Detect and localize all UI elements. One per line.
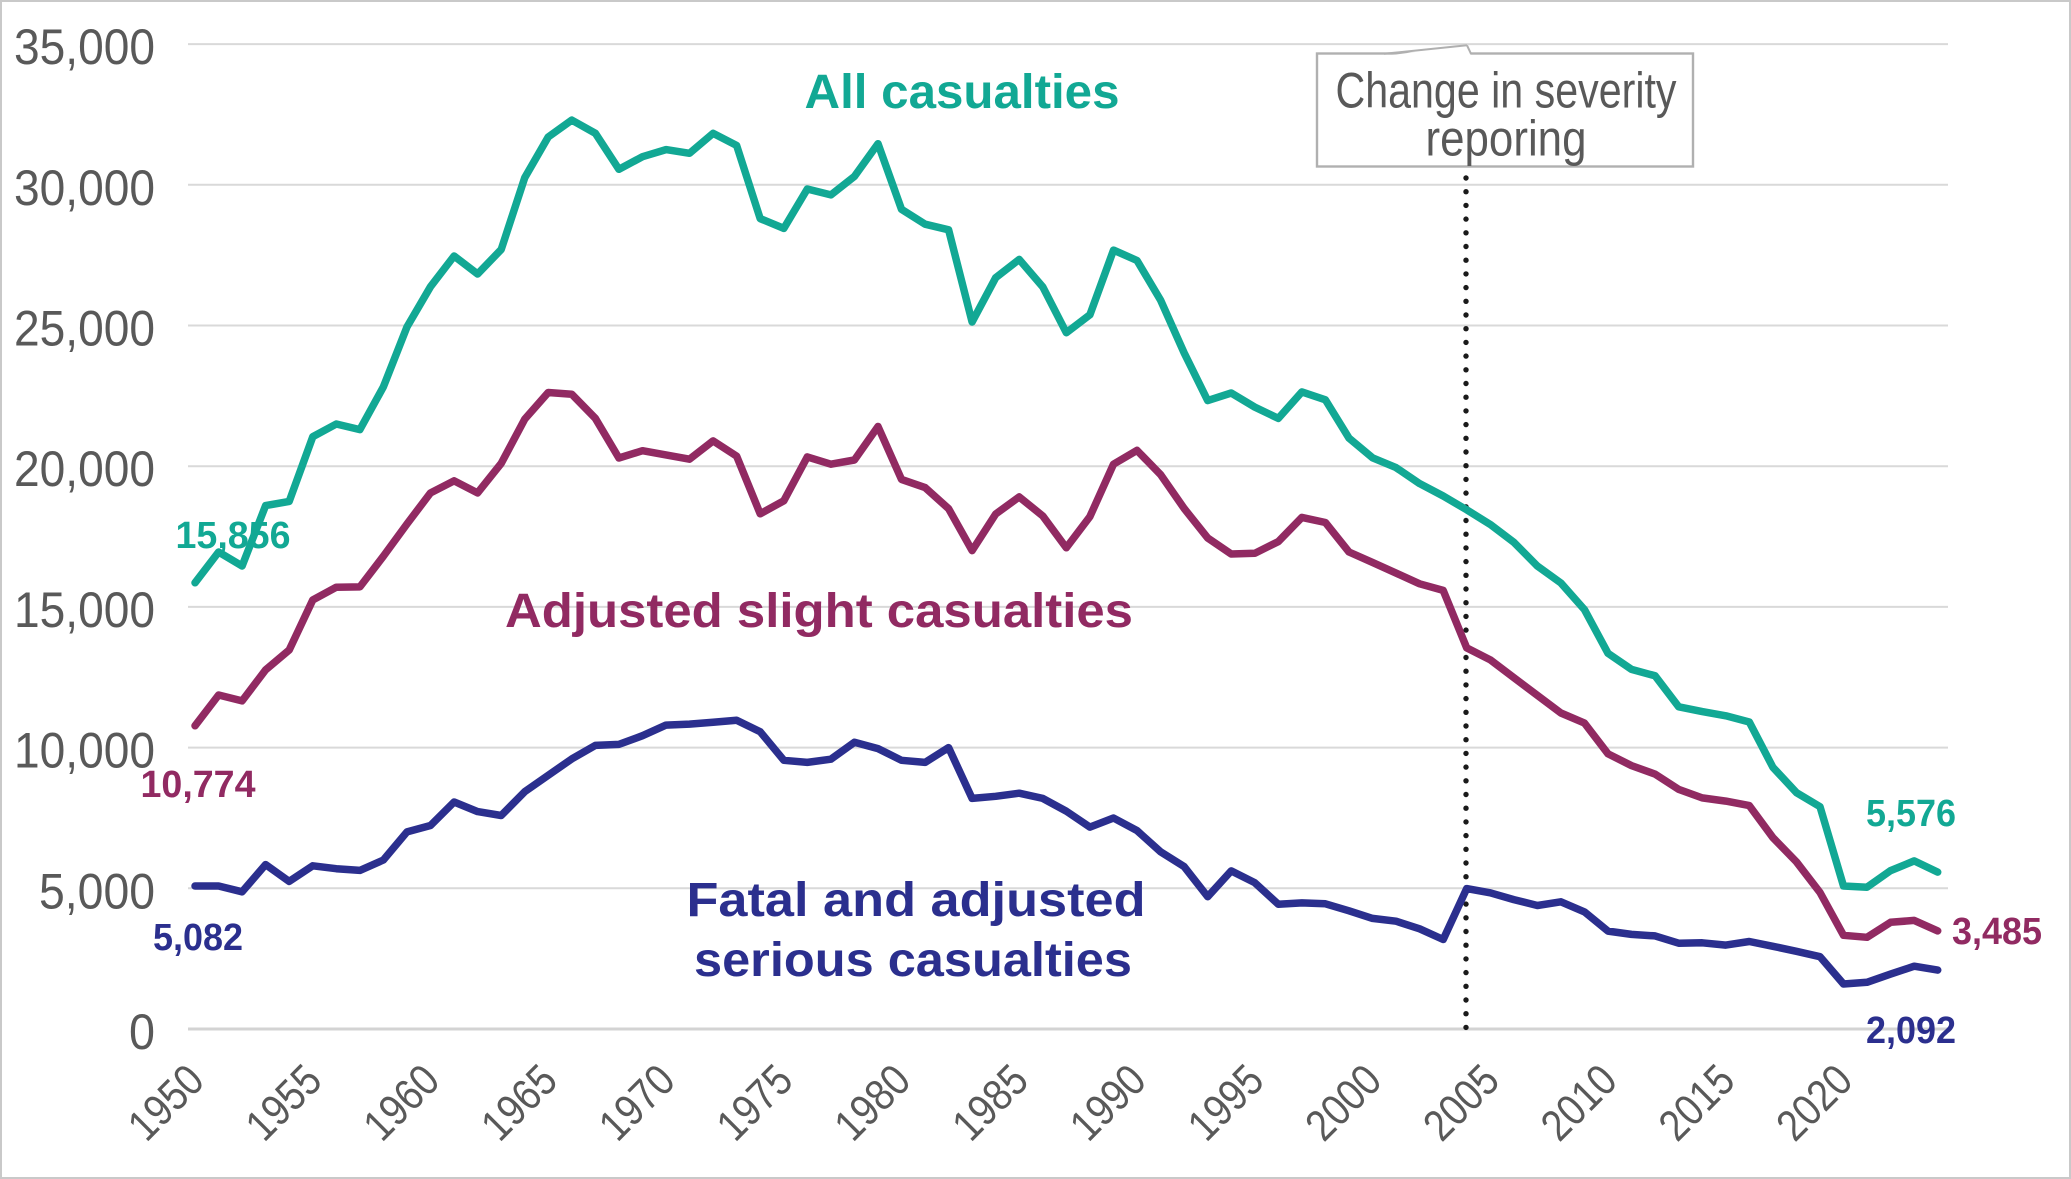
svg-text:20,000: 20,000 — [14, 441, 155, 497]
svg-text:reporing: reporing — [1426, 111, 1587, 167]
svg-text:0: 0 — [129, 1004, 155, 1060]
svg-text:5,576: 5,576 — [1866, 793, 1956, 835]
svg-text:15,856: 15,856 — [176, 515, 291, 557]
svg-text:15,000: 15,000 — [14, 582, 155, 638]
svg-text:10,000: 10,000 — [14, 723, 155, 779]
svg-text:Change in severity: Change in severity — [1336, 63, 1677, 119]
svg-text:All casualties: All casualties — [805, 66, 1120, 119]
svg-text:3,485: 3,485 — [1952, 911, 2042, 953]
svg-text:2,092: 2,092 — [1866, 1010, 1956, 1052]
svg-text:5,082: 5,082 — [153, 917, 243, 959]
svg-text:10,774: 10,774 — [141, 764, 256, 806]
svg-text:5,000: 5,000 — [39, 863, 155, 919]
svg-text:Adjusted slight casualties: Adjusted slight casualties — [505, 585, 1133, 638]
svg-text:35,000: 35,000 — [14, 19, 155, 75]
svg-text:serious casualties: serious casualties — [694, 934, 1132, 987]
svg-text:25,000: 25,000 — [14, 301, 155, 357]
svg-text:Fatal and adjusted: Fatal and adjusted — [687, 874, 1146, 927]
svg-text:30,000: 30,000 — [14, 160, 155, 216]
